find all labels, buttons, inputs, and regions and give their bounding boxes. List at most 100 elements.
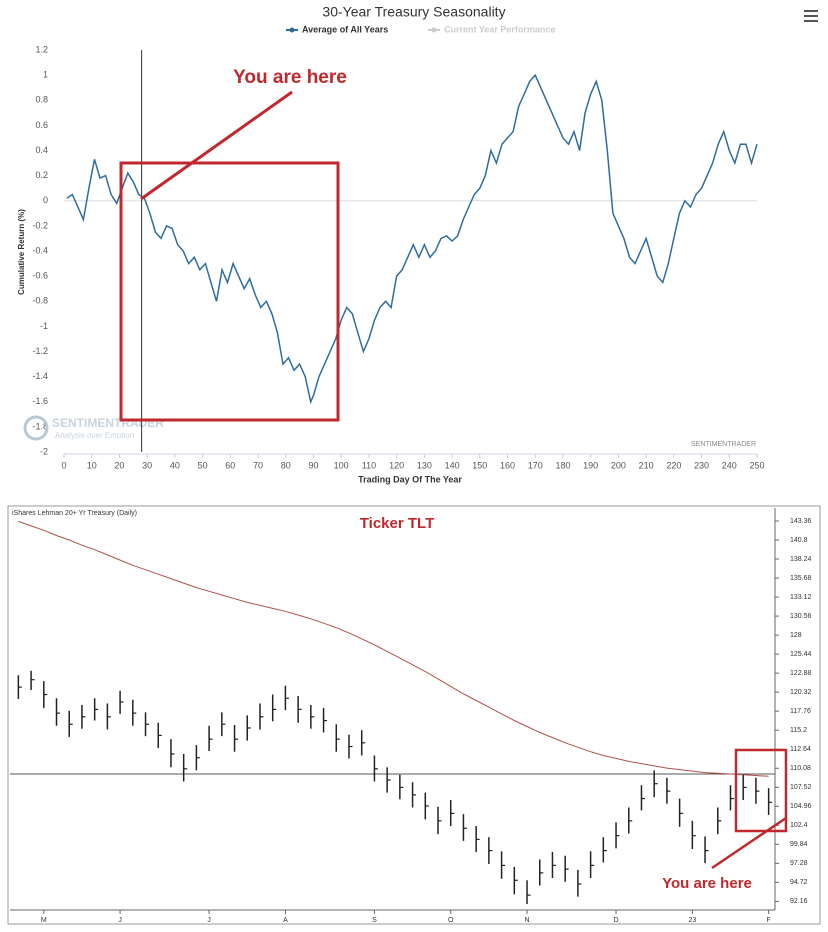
y-tick-label: -1.4 xyxy=(32,371,48,381)
x-tick-label: M xyxy=(41,917,47,924)
x-tick-label: 23 xyxy=(688,917,696,924)
y-tick-label: 133.12 xyxy=(790,594,812,601)
x-axis-title: Trading Day Of The Year xyxy=(358,474,462,484)
y-tick-label: -0.6 xyxy=(32,271,48,281)
x-tick-label: 70 xyxy=(253,460,263,470)
x-tick-label: J xyxy=(118,917,122,924)
y-tick-label: 92.16 xyxy=(790,898,808,905)
y-tick-label: -0.2 xyxy=(32,220,48,230)
chart-title: 30-Year Treasury Seasonality xyxy=(322,4,505,20)
chart-title: iShares Lehman 20+ Yr Treasury (Daily) xyxy=(12,510,137,517)
x-tick-label: 30 xyxy=(142,460,152,470)
y-tick-label: -1 xyxy=(40,321,48,331)
y-tick-label: 104.96 xyxy=(790,803,812,810)
annotation-box xyxy=(734,748,788,833)
y-tick-label: -1.2 xyxy=(32,346,48,356)
x-tick-label: 50 xyxy=(198,460,208,470)
x-tick-label: 10 xyxy=(87,460,97,470)
x-tick-label: 190 xyxy=(583,460,598,470)
legend-label[interactable]: Current Year Performance xyxy=(444,24,555,34)
x-tick-label: 80 xyxy=(281,460,291,470)
y-tick-label: 117.76 xyxy=(790,708,811,715)
y-tick-label: 112.64 xyxy=(790,746,811,753)
y-tick-label: 143.36 xyxy=(790,518,812,525)
x-tick-label: 200 xyxy=(611,460,626,470)
y-tick-label: 99.84 xyxy=(790,841,808,848)
x-tick-label: D xyxy=(614,917,619,924)
y-tick-label: -1.8 xyxy=(32,421,48,431)
y-tick-label: 135.68 xyxy=(790,575,812,582)
x-tick-label: 180 xyxy=(555,460,570,470)
y-tick-label: -1.6 xyxy=(32,396,48,406)
y-tick-label: 1.2 xyxy=(35,44,48,54)
annotation: You are here xyxy=(662,875,752,892)
menu-bar[interactable] xyxy=(804,10,818,12)
x-tick-label: N xyxy=(524,917,529,924)
y-tick-label: 138.24 xyxy=(790,556,812,563)
legend-marker xyxy=(431,27,437,33)
y-tick-label: -2 xyxy=(40,446,48,456)
watermark-logo xyxy=(23,415,49,441)
x-tick-label: 110 xyxy=(362,460,376,470)
x-tick-label: 120 xyxy=(389,460,404,470)
y-tick-label: 97.28 xyxy=(790,860,808,867)
x-tick-label: 240 xyxy=(722,460,737,470)
x-tick-label: 230 xyxy=(694,460,709,470)
x-tick-label: 160 xyxy=(500,460,515,470)
x-tick-label: 170 xyxy=(528,460,543,470)
watermark-sub: Analysis over Emotion xyxy=(55,431,134,440)
credit: SENTIMENTRADER xyxy=(691,441,756,448)
watermark: SENTIMENTRADER xyxy=(52,416,164,430)
y-tick-label: 120.32 xyxy=(790,689,812,696)
y-tick-label: 0.8 xyxy=(35,95,48,105)
x-tick-label: 100 xyxy=(334,460,349,470)
chart2-frame xyxy=(7,505,821,925)
series-line xyxy=(66,73,758,405)
y-tick-label: 140.8 xyxy=(790,537,808,544)
x-tick-label: 210 xyxy=(639,460,654,470)
x-tick-label: 60 xyxy=(225,460,235,470)
y-tick-label: 102.4 xyxy=(790,822,808,829)
y-tick-label: 0.2 xyxy=(35,170,48,180)
y-tick-label: 110.08 xyxy=(790,765,811,772)
x-tick-label: 90 xyxy=(308,460,318,470)
annotation: You are here xyxy=(233,67,347,88)
moving-average xyxy=(18,520,769,777)
annotation-arrow xyxy=(140,90,293,201)
y-tick-label: 94.72 xyxy=(790,879,808,886)
x-tick-label: 150 xyxy=(472,460,487,470)
y-tick-label: 107.52 xyxy=(790,784,812,791)
y-tick-label: 122.88 xyxy=(790,670,812,677)
y-tick-label: -0.4 xyxy=(32,245,48,255)
annotation-box xyxy=(119,161,340,422)
x-tick-label: 20 xyxy=(114,460,124,470)
menu-bar[interactable] xyxy=(804,15,818,17)
annotation: Ticker TLT xyxy=(360,515,434,532)
menu-bar[interactable] xyxy=(804,20,818,22)
x-tick-label: J xyxy=(207,917,211,924)
y-tick-label: 0.4 xyxy=(35,145,48,155)
menu-icon[interactable] xyxy=(804,10,818,22)
y-tick-label: 130.56 xyxy=(790,613,812,620)
legend-label[interactable]: Average of All Years xyxy=(302,24,388,34)
y-tick-label: 125.44 xyxy=(790,651,812,658)
x-tick-label: 0 xyxy=(61,460,66,470)
x-tick-label: O xyxy=(448,917,454,924)
x-tick-label: 130 xyxy=(417,460,432,470)
legend-marker xyxy=(289,27,295,33)
annotation-arrow xyxy=(711,816,787,870)
x-tick-label: A xyxy=(283,917,288,924)
y-tick-label: 128 xyxy=(790,632,802,639)
x-tick-label: 220 xyxy=(666,460,681,470)
y-tick-label: -0.8 xyxy=(32,296,48,306)
x-tick-label: 140 xyxy=(445,460,460,470)
y-tick-label: 0 xyxy=(43,195,48,205)
x-tick-label: 40 xyxy=(170,460,180,470)
x-tick-label: S xyxy=(372,917,377,924)
y-tick-label: 115.2 xyxy=(790,727,807,734)
x-tick-label: 250 xyxy=(749,460,764,470)
y-axis-title: Cumulative Return (%) xyxy=(17,209,26,295)
